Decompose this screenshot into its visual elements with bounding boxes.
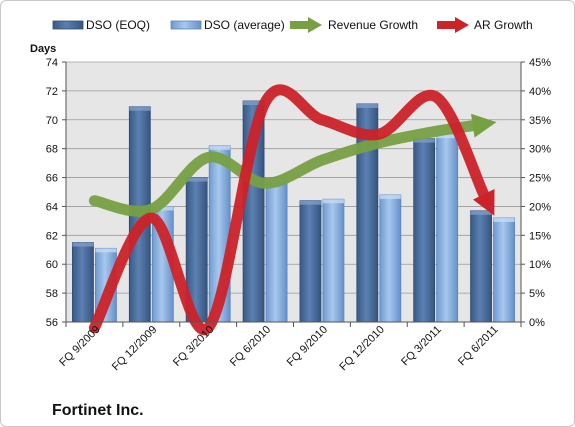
y-left-ticks: 74 72 70 68 66 64 62 60 58 56 bbox=[46, 57, 58, 329]
y-right-tick-label: 15% bbox=[529, 230, 551, 242]
y-right-tick-label: 20% bbox=[529, 201, 551, 213]
growth-lines bbox=[88, 84, 497, 336]
bar-top-dso-eoq bbox=[470, 210, 492, 215]
legend-item-revenue-growth: Revenue Growth bbox=[290, 17, 418, 33]
legend-swatch-dso-eoq bbox=[52, 20, 84, 30]
legend-swatch-dso-average bbox=[170, 20, 202, 30]
legend-item-ar-growth: AR Growth bbox=[437, 17, 533, 33]
bar-dso-eoq bbox=[470, 210, 492, 323]
bar-top-dso-average bbox=[379, 194, 401, 199]
x-tick-label: FQ 12/2009 bbox=[110, 324, 160, 374]
legend-arrowhead-ar-growth bbox=[455, 17, 469, 33]
bar-top-dso-average bbox=[436, 134, 458, 139]
y-left-tick-label: 72 bbox=[46, 86, 58, 98]
x-tick-label: FQ 9/2010 bbox=[285, 324, 330, 369]
x-tick-label: FQ 3/2010 bbox=[171, 324, 216, 369]
line-revenue-growth bbox=[88, 120, 479, 217]
bar-top-dso-eoq bbox=[186, 177, 208, 182]
y-right-tick-label: 40% bbox=[529, 86, 551, 98]
bar-top-dso-eoq bbox=[72, 242, 94, 247]
bar-top-dso-eoq bbox=[413, 138, 435, 143]
bar-dso-average bbox=[265, 177, 288, 323]
legend-item-dso-average: DSO (average) bbox=[170, 18, 285, 32]
y-right-tick-label: 10% bbox=[529, 259, 551, 271]
bar-top-dso-eoq bbox=[356, 103, 378, 108]
y-left-tick-label: 60 bbox=[46, 259, 58, 271]
y-right-tick-label: 30% bbox=[529, 144, 551, 156]
legend-label-dso-eoq: DSO (EOQ) bbox=[86, 18, 150, 32]
bar-dso-eoq bbox=[72, 242, 94, 323]
bar-dso-average bbox=[322, 198, 345, 323]
bar-dso-average bbox=[436, 133, 459, 323]
axes bbox=[62, 61, 525, 327]
legend: DSO (EOQ) DSO (average) Revenue Growth A… bbox=[52, 17, 533, 33]
y-right-tick-label: 0% bbox=[529, 317, 545, 329]
arrowhead-revenue-growth bbox=[471, 113, 497, 138]
bar-top-dso-average bbox=[95, 248, 117, 253]
y-left-tick-label: 58 bbox=[46, 288, 58, 300]
y-left-tick-label: 56 bbox=[46, 317, 58, 329]
company-name: Fortinet Inc. bbox=[52, 402, 144, 419]
bar-top-dso-average bbox=[493, 218, 515, 222]
bar-top-dso-eoq bbox=[129, 106, 151, 111]
x-tick-label: FQ 9/2009 bbox=[57, 324, 102, 369]
y-right-tick-label: 35% bbox=[529, 115, 551, 127]
y-right-tick-label: 25% bbox=[529, 173, 551, 185]
x-tick-label: FQ 6/2011 bbox=[456, 324, 501, 369]
bar-top-dso-eoq bbox=[243, 101, 265, 105]
y-left-tick-label: 64 bbox=[46, 201, 58, 213]
y-right-tick-label: 45% bbox=[529, 57, 551, 69]
y-left-tick-label: 70 bbox=[46, 115, 58, 127]
y-left-tick-label: 74 bbox=[46, 57, 58, 69]
bar-top-dso-average bbox=[322, 199, 344, 204]
arrowhead-ar-growth bbox=[473, 189, 495, 216]
y-left-tick-label: 66 bbox=[46, 173, 58, 185]
bar-top-dso-average bbox=[209, 145, 231, 150]
y-left-axis-title: Days bbox=[30, 43, 56, 55]
bar-dso-eoq bbox=[299, 200, 322, 323]
y-left-tick-label: 68 bbox=[46, 144, 58, 156]
legend-label-ar-growth: AR Growth bbox=[474, 18, 533, 32]
bar-top-dso-eoq bbox=[299, 200, 321, 205]
x-tick-label: FQ 3/2011 bbox=[399, 324, 444, 369]
y-left-tick-label: 62 bbox=[46, 230, 58, 242]
x-tick-label: FQ 6/2010 bbox=[228, 324, 273, 369]
bar-dso-average bbox=[493, 217, 515, 323]
y-right-ticks: 45% 40% 35% 30% 25% 20% 15% 10% 5% 0% bbox=[529, 57, 551, 329]
bar-dso-eoq bbox=[413, 138, 436, 323]
bar-dso-average bbox=[379, 194, 402, 323]
x-ticks: FQ 9/2009 FQ 12/2009 FQ 3/2010 FQ 6/2010 FQ … bbox=[57, 324, 500, 374]
legend-arrowhead-revenue-growth bbox=[308, 17, 322, 33]
legend-label-revenue-growth: Revenue Growth bbox=[328, 18, 418, 32]
y-right-tick-label: 5% bbox=[529, 288, 545, 300]
legend-item-dso-eoq: DSO (EOQ) bbox=[52, 18, 150, 32]
legend-label-dso-average: DSO (average) bbox=[204, 18, 285, 32]
x-tick-label: FQ 12/2010 bbox=[337, 324, 387, 374]
